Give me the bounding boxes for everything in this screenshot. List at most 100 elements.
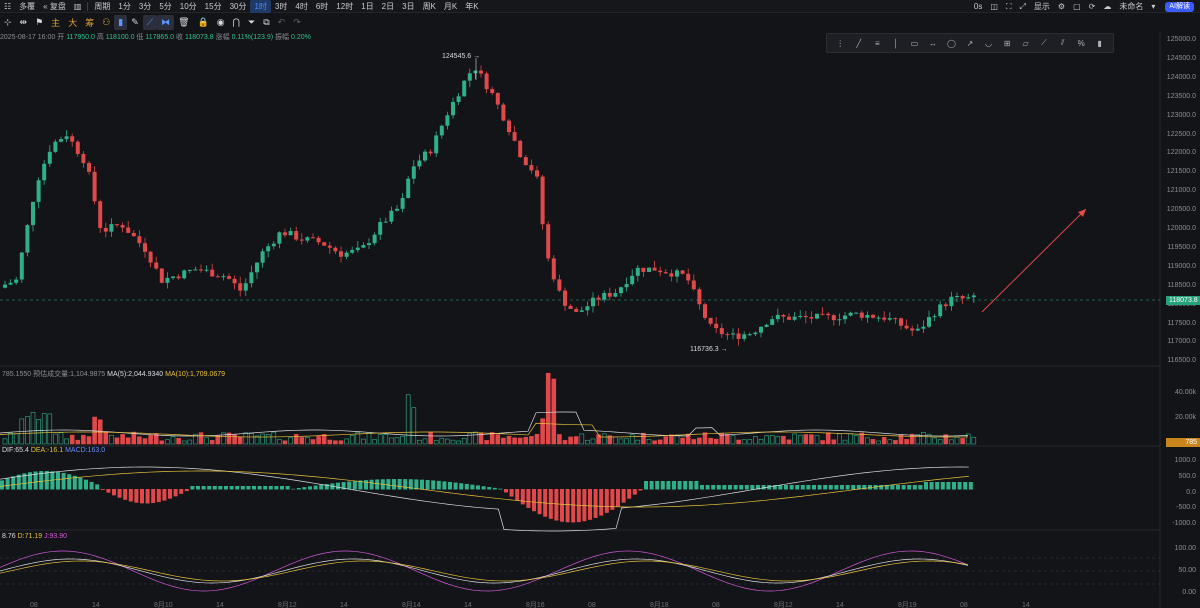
macd-bar xyxy=(901,485,906,490)
layout-icon[interactable]: ☷ xyxy=(4,1,12,11)
sync-icon[interactable]: ⟳ xyxy=(1088,2,1096,11)
parallelogram-tool-icon[interactable]: ▱ xyxy=(1022,38,1029,48)
period-3m[interactable]: 3分 xyxy=(138,1,152,11)
macd-bar xyxy=(890,485,895,490)
volume-bar xyxy=(417,439,422,445)
replay-button[interactable]: « 复盘 xyxy=(43,1,66,11)
candle-body xyxy=(344,252,349,257)
candle-body xyxy=(619,287,623,294)
magnet-icon[interactable]: ⋂ xyxy=(232,17,241,27)
period-6h[interactable]: 6时 xyxy=(315,1,329,11)
macd-bar xyxy=(621,489,626,503)
chart-type-icon[interactable]: ▥ xyxy=(73,1,82,11)
candle-style-icon[interactable]: ▮ xyxy=(114,15,128,30)
macd-bar xyxy=(812,485,816,490)
ray-tool-icon[interactable]: ⟋ xyxy=(1041,38,1047,47)
candle-body xyxy=(42,163,47,181)
candle-body xyxy=(378,222,383,235)
period-5m[interactable]: 5分 xyxy=(159,1,172,11)
lock-icon[interactable]: 🔒 xyxy=(197,17,209,27)
undo-icon[interactable]: ↶ xyxy=(277,17,286,27)
macd-bar xyxy=(560,489,564,522)
ai-analysis-button[interactable]: AI解读 xyxy=(1165,1,1194,12)
display-button[interactable]: 显示 xyxy=(1033,2,1050,11)
period-15m[interactable]: 15分 xyxy=(204,1,222,11)
chips-button[interactable]: 筹 xyxy=(85,18,95,28)
pattern-icon[interactable]: ⧓ xyxy=(157,15,175,30)
period-button[interactable]: 周期 xyxy=(94,1,111,11)
period-year[interactable]: 年K xyxy=(465,1,479,11)
vline-tool-icon[interactable]: │ xyxy=(893,38,899,48)
crosshair-icon[interactable]: ⊹ xyxy=(4,17,12,27)
volume-bar xyxy=(461,437,467,445)
line-tool-icon[interactable]: ╱ xyxy=(856,38,862,48)
drag-handle-icon[interactable]: ⋮ xyxy=(836,38,845,48)
collapse-icon[interactable]: ▮ xyxy=(1097,38,1102,48)
macd-bar xyxy=(123,489,128,500)
trash-icon[interactable]: 🗑 xyxy=(178,17,190,27)
period-month[interactable]: 月K xyxy=(443,1,458,11)
candle-body xyxy=(53,141,58,152)
volume-bar xyxy=(573,436,579,445)
dropdown-icon[interactable]: ▾ xyxy=(1151,2,1156,11)
eye-icon[interactable]: ◉ xyxy=(216,17,225,27)
macd-bar xyxy=(78,477,83,490)
text-tool-icon[interactable]: ⊞ xyxy=(1003,38,1011,48)
ellipse-tool-icon[interactable]: ◯ xyxy=(946,38,956,48)
macd-bar xyxy=(184,489,189,492)
range-tool-icon[interactable]: ↔ xyxy=(928,38,937,48)
arrow-tool-icon[interactable]: ↗ xyxy=(966,38,974,48)
period-3d[interactable]: 3日 xyxy=(402,1,415,11)
candle-body xyxy=(915,328,920,331)
volume-bar xyxy=(809,434,814,445)
copy-icon[interactable]: ⧉ xyxy=(263,17,270,27)
period-3h[interactable]: 3时 xyxy=(274,1,288,11)
macd-bar xyxy=(72,475,77,490)
hlines-tool-icon[interactable]: ≡ xyxy=(874,38,880,48)
high-value: 118100.0 xyxy=(105,34,135,41)
price-axis-tick: 124000.0 xyxy=(1166,73,1196,81)
macd-bar xyxy=(336,482,340,490)
fib-tool-icon[interactable]: % xyxy=(1077,38,1085,48)
rect-tool-icon[interactable]: ▭ xyxy=(910,38,919,48)
candle-body xyxy=(47,151,52,164)
layout-name[interactable]: 未命名 xyxy=(1119,2,1144,11)
pencil-icon[interactable]: ✎ xyxy=(131,17,139,27)
flag-icon[interactable]: ⚑ xyxy=(35,17,44,27)
snapshot-icon[interactable]: ▢ xyxy=(1073,2,1081,11)
period-4h[interactable]: 4时 xyxy=(295,1,308,11)
period-12h[interactable]: 12时 xyxy=(336,1,354,11)
arc-tool-icon[interactable]: ◡ xyxy=(985,38,992,48)
trend-line-icon[interactable]: ⟋ xyxy=(142,15,158,30)
cloud-icon[interactable]: ☁ xyxy=(1103,2,1112,11)
time-axis-tick: 8月10 xyxy=(154,601,173,608)
period-week[interactable]: 周K xyxy=(422,1,436,11)
period-1h[interactable]: 1时 xyxy=(250,0,271,13)
period-10m[interactable]: 10分 xyxy=(179,1,197,11)
multi-chart-button[interactable]: 多覆 xyxy=(19,1,36,11)
candle-body xyxy=(232,278,237,284)
period-30m[interactable]: 30分 xyxy=(229,1,247,11)
big-order-button[interactable]: 大 xyxy=(68,18,78,28)
macd-dea: DEA:-16.1 xyxy=(30,447,64,454)
macd-bar xyxy=(134,489,139,503)
redo-icon[interactable]: ↷ xyxy=(293,17,301,27)
expand-icon[interactable]: ⤢ xyxy=(1019,1,1026,11)
indicator-list-icon[interactable]: ⚇ xyxy=(102,17,111,27)
camera-icon[interactable]: ◫ xyxy=(990,2,998,11)
fullscreen-icon[interactable]: ⛶ xyxy=(1005,1,1012,11)
filter-icon[interactable]: ⏷ xyxy=(248,17,256,27)
period-2d[interactable]: 2日 xyxy=(381,1,395,11)
low-annotation: 116736.3 → xyxy=(690,346,728,353)
macd-bar xyxy=(582,489,587,522)
settings-icon[interactable]: ⚙ xyxy=(1057,2,1066,11)
main-indicator-button[interactable]: 主 xyxy=(51,18,61,28)
ruler-icon[interactable]: ⇹ xyxy=(19,17,28,27)
channel-tool-icon[interactable]: ⫽ xyxy=(1060,38,1065,47)
candle-body xyxy=(551,258,556,280)
close-value: 118073.8 xyxy=(184,34,214,41)
candle-body xyxy=(148,251,153,263)
period-1d[interactable]: 1日 xyxy=(361,1,374,11)
period-1m[interactable]: 1分 xyxy=(118,1,131,11)
